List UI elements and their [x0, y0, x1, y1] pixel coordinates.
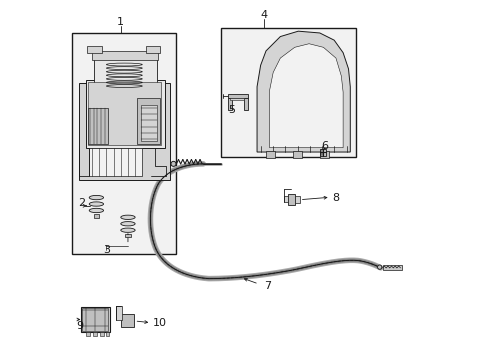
Polygon shape — [269, 44, 343, 148]
Bar — [94, 56, 156, 87]
Bar — [284, 196, 287, 202]
Bar — [121, 315, 134, 327]
Text: 3: 3 — [103, 245, 110, 255]
Ellipse shape — [89, 208, 103, 213]
Bar — [88, 148, 142, 176]
Bar — [319, 149, 325, 156]
Ellipse shape — [89, 195, 103, 200]
Text: 7: 7 — [264, 281, 271, 291]
Bar — [86, 80, 164, 148]
Bar — [87, 46, 102, 53]
Text: 6: 6 — [321, 141, 328, 151]
Text: 9: 9 — [77, 321, 83, 331]
Bar — [228, 98, 231, 110]
Bar — [92, 51, 158, 60]
Bar — [140, 105, 156, 140]
Bar — [88, 82, 161, 145]
Ellipse shape — [89, 202, 103, 206]
Bar — [319, 151, 328, 158]
Text: 8: 8 — [332, 193, 339, 203]
Bar — [105, 332, 109, 336]
Bar — [116, 306, 122, 320]
Bar — [228, 94, 247, 98]
Ellipse shape — [121, 222, 135, 226]
Bar — [221, 28, 355, 157]
Bar — [265, 151, 274, 158]
Ellipse shape — [121, 215, 135, 220]
Text: 5: 5 — [228, 105, 235, 115]
Polygon shape — [257, 31, 349, 152]
Bar — [145, 46, 160, 53]
Bar — [72, 33, 176, 253]
Bar — [137, 98, 160, 144]
Bar — [244, 98, 247, 110]
Bar — [81, 307, 110, 332]
Text: 4: 4 — [260, 10, 267, 20]
Text: 2: 2 — [78, 198, 85, 208]
Bar — [79, 83, 170, 180]
Text: 10: 10 — [153, 319, 167, 328]
Bar — [292, 151, 301, 158]
Ellipse shape — [377, 265, 381, 269]
Bar — [125, 234, 131, 237]
Bar — [93, 214, 99, 218]
Bar — [88, 108, 107, 144]
Bar — [230, 98, 244, 100]
Bar — [82, 309, 108, 330]
Bar — [86, 332, 89, 336]
Text: 1: 1 — [117, 17, 124, 27]
Bar — [382, 265, 402, 270]
Bar — [295, 196, 299, 203]
Ellipse shape — [171, 161, 176, 166]
Bar — [287, 194, 295, 205]
Ellipse shape — [121, 228, 135, 232]
Bar — [100, 332, 104, 336]
Bar — [93, 332, 97, 336]
